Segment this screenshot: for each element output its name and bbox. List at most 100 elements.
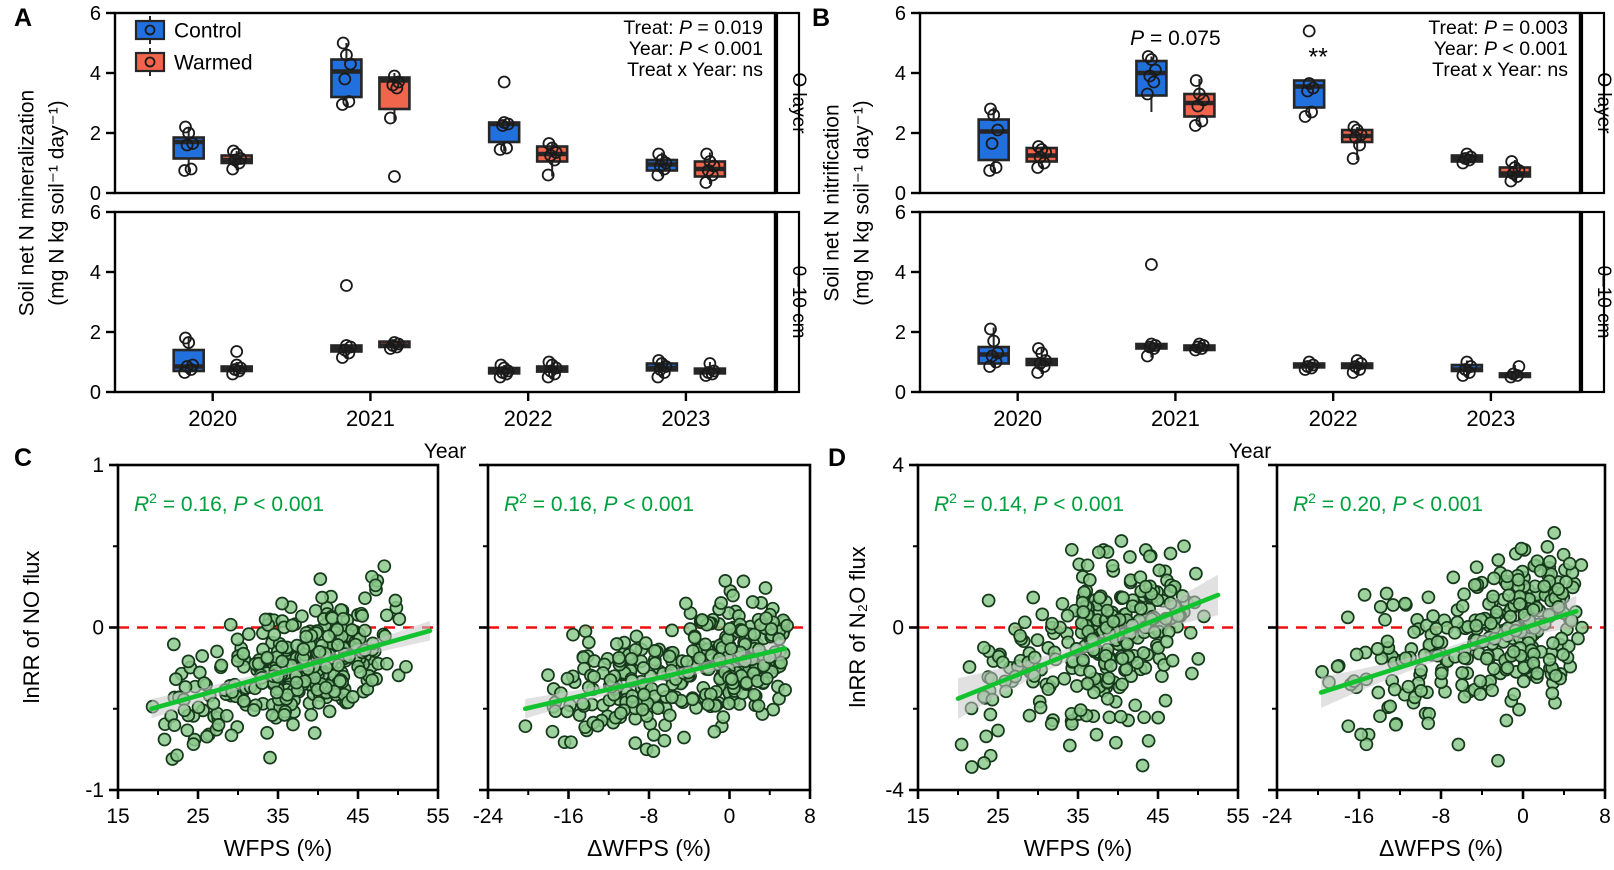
box-2020-warmed (1025, 342, 1058, 379)
data-point (388, 336, 401, 349)
scatter-point (214, 658, 229, 673)
facet-frame (918, 210, 1582, 394)
scatter-point (718, 574, 733, 588)
scatter-point (1551, 582, 1566, 596)
scatter-point (246, 703, 261, 717)
scatter-point (1487, 661, 1501, 676)
scatter-point (1349, 647, 1364, 662)
facet-strip-label: O layer (788, 72, 809, 134)
scatter-point (722, 621, 737, 636)
scatter-point (1455, 666, 1470, 680)
scatter-point (236, 646, 251, 661)
scatter-point (210, 644, 224, 659)
facet-strip (1580, 210, 1606, 394)
scatter-point (322, 704, 337, 719)
scatter-point (701, 697, 715, 712)
data-point (342, 95, 356, 108)
data-point (1298, 110, 1312, 123)
scatter-point (258, 612, 273, 627)
box-2020-warmed (220, 144, 253, 176)
data-point (1456, 369, 1470, 382)
facet-frame (113, 11, 777, 195)
scatter-point (1115, 677, 1129, 692)
scatter-point (355, 609, 370, 623)
scatter-point (1503, 609, 1518, 624)
data-point (1460, 147, 1474, 161)
data-point (1350, 123, 1364, 137)
scatter-point (1401, 679, 1416, 694)
scatter-point (687, 630, 702, 645)
scatter-point (722, 696, 736, 711)
data-point (701, 366, 715, 379)
x-tick-label: 35 (1066, 805, 1089, 828)
data-point (180, 138, 194, 152)
x-tick-label: 35 (266, 805, 289, 828)
y-tick-label: 0 (892, 617, 904, 640)
data-point (541, 168, 555, 182)
scatter-point (181, 654, 196, 669)
scatter-point (1426, 609, 1440, 623)
scatter-point (1165, 653, 1180, 668)
x-tick-label: 25 (186, 805, 209, 828)
data-point (228, 153, 242, 167)
scatter-point (1183, 625, 1198, 640)
scatter-point (1516, 674, 1531, 689)
scatter-point (1373, 600, 1388, 614)
scatter-point (1159, 634, 1174, 649)
scatter-point (624, 652, 639, 666)
scatter-point (665, 690, 679, 705)
scatter-point (1499, 713, 1514, 728)
y-tick-label: 6 (90, 3, 101, 25)
scatter-point (1013, 628, 1027, 643)
scatter-point (1105, 558, 1120, 573)
box-2022-control (487, 358, 521, 384)
scatter-point (1467, 578, 1482, 592)
scatter-point (1514, 541, 1529, 556)
scatter-point (1473, 687, 1488, 702)
data-point (497, 361, 511, 375)
data-point (655, 153, 669, 167)
scatter-point (1542, 652, 1557, 667)
scatter-point (1455, 599, 1470, 614)
y-tick-label: 2 (90, 322, 101, 344)
regression-line (1318, 608, 1579, 695)
data-point (178, 164, 192, 177)
scatter-point (635, 702, 650, 717)
scatter-point (230, 632, 245, 647)
scatter-point (1191, 652, 1206, 666)
data-point (542, 355, 556, 369)
data-point (989, 161, 1003, 174)
scatter-point (345, 623, 359, 637)
scatter-point (1414, 684, 1428, 698)
regression-line (955, 592, 1221, 701)
data-point (388, 69, 401, 83)
scatter-point (1152, 563, 1167, 578)
box-2022-control (1292, 24, 1326, 123)
panel-b-label: B (812, 4, 831, 32)
data-point (991, 346, 1005, 360)
scatter-point (1512, 597, 1527, 611)
y-tick-label: 4 (895, 262, 906, 284)
stats-line: Year: P < 0.001 (1434, 38, 1568, 60)
scatter-point (211, 718, 226, 732)
y-tick-label: 0 (895, 183, 906, 205)
scatter-point (1354, 727, 1368, 742)
scatter-point (1033, 700, 1048, 715)
scatter-point (983, 707, 998, 722)
scatter-point (726, 588, 740, 603)
scatter-point (962, 660, 977, 674)
y-tick-label: 0 (92, 617, 104, 640)
data-point (1508, 161, 1522, 174)
scatter-point (1455, 678, 1469, 692)
scatter-point (1479, 651, 1494, 666)
data-point (227, 144, 240, 158)
scatter-point (578, 624, 593, 639)
scatter-point (1123, 550, 1137, 564)
scatter-point (648, 656, 662, 671)
scatter-point (1057, 671, 1072, 686)
scatter-point (657, 733, 672, 748)
scatter-point (735, 623, 750, 638)
scatter-point (219, 708, 234, 723)
scatter-point (1080, 676, 1095, 691)
scatter-point (759, 671, 774, 686)
